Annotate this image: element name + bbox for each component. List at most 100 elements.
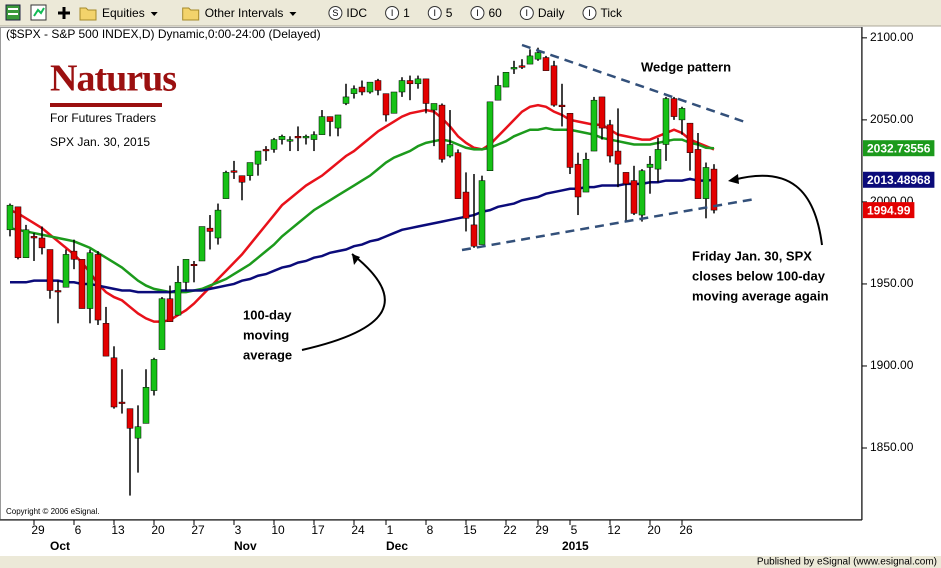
button-icon-letter: I — [434, 8, 437, 18]
candle-body — [94, 254, 102, 321]
wedge-upper-line — [521, 43, 746, 124]
candle — [422, 78, 430, 114]
candle — [646, 155, 654, 194]
candle-body — [78, 259, 86, 309]
drawings — [301, 43, 823, 351]
dropdown[interactable]: Other Intervals — [182, 6, 297, 21]
x-tick-label: 8 — [427, 523, 434, 537]
candle — [326, 116, 334, 137]
candle — [102, 306, 110, 357]
candle-body — [62, 254, 70, 288]
candle — [454, 149, 462, 199]
button-icon — [519, 6, 534, 20]
candle — [510, 60, 518, 74]
ma-annotation: moving — [243, 327, 289, 342]
last-close-label: 1994.99 — [867, 203, 911, 217]
button-icon-letter: I — [476, 8, 479, 18]
candle — [126, 408, 134, 496]
candle-body — [310, 134, 318, 140]
candle — [582, 152, 590, 193]
candle-body — [30, 236, 38, 239]
candle-body — [630, 180, 638, 214]
candle — [350, 85, 358, 99]
candle — [398, 77, 406, 97]
x-tick-label: 29 — [31, 523, 45, 537]
candle — [294, 126, 302, 152]
candle-body — [502, 72, 510, 88]
candle — [502, 72, 510, 88]
candle-body — [614, 150, 622, 165]
candle — [614, 108, 622, 188]
candle-body — [638, 170, 646, 216]
candle — [262, 146, 270, 161]
toolbar-button[interactable]: S IDC — [328, 6, 368, 20]
button-icon — [582, 6, 597, 20]
candle-body — [102, 323, 110, 357]
candle-body — [22, 229, 30, 258]
candle-body — [550, 65, 558, 106]
candle — [150, 357, 158, 396]
candle-body — [302, 136, 310, 139]
candle — [694, 133, 702, 199]
candle — [142, 369, 150, 424]
candle — [94, 251, 102, 325]
x-tick-label: 13 — [111, 523, 125, 537]
moving-average — [10, 177, 715, 294]
x-tick-label: 17 — [311, 523, 325, 537]
candle-body — [670, 98, 678, 117]
candle-body — [566, 113, 574, 168]
candle — [470, 174, 478, 248]
candle — [302, 134, 310, 145]
candle-body — [142, 387, 150, 424]
candle — [134, 405, 142, 473]
candle-body — [518, 65, 526, 68]
candle — [270, 137, 278, 153]
candle-body — [398, 80, 406, 93]
y-tick-label: 2100.00 — [870, 30, 914, 44]
chart-title: ($SPX - S&P 500 INDEX,D) Dynamic,0:00-24… — [6, 27, 321, 41]
button-icon-letter: I — [588, 8, 591, 18]
y-tick-label: 1950.00 — [870, 276, 914, 290]
candle — [182, 259, 190, 291]
ma-annotation: 100-day — [243, 307, 292, 322]
candle — [630, 165, 638, 216]
candle — [366, 81, 374, 94]
month-label: Dec — [386, 539, 408, 553]
candle-body — [222, 172, 230, 199]
candle — [118, 369, 126, 414]
status-bar — [0, 556, 941, 568]
candle — [662, 96, 670, 161]
footer: Published by eSignal (www.esignal.com) — [757, 557, 937, 568]
candle-body — [662, 98, 670, 145]
folder-icon — [79, 7, 97, 21]
candle — [246, 162, 254, 181]
candle — [678, 106, 686, 135]
candle-body — [110, 357, 118, 408]
toolbar-button[interactable]: I 60 — [470, 6, 502, 20]
x-tick-label: 12 — [607, 523, 621, 537]
toolbar-button[interactable]: I Tick — [582, 6, 623, 20]
candle — [374, 78, 382, 96]
candle — [222, 170, 230, 199]
dropdown[interactable]: Equities — [79, 6, 158, 21]
candle-body — [414, 78, 422, 85]
toolbar-items: Equities Other Intervals S IDC I 1 I 5 I 60 I Daily… — [79, 6, 623, 21]
candle-body — [446, 144, 454, 157]
y-tick-label: 1900.00 — [870, 358, 914, 372]
last-ma-value: 2013.48968 — [863, 171, 935, 188]
toolbar-button[interactable]: I Daily — [519, 6, 564, 20]
candle — [358, 80, 366, 96]
friday-annotation: Friday Jan. 30, SPX — [692, 248, 812, 263]
candle-body — [158, 298, 166, 350]
candle-body — [318, 116, 326, 135]
candle-body — [38, 237, 46, 249]
candle-body — [182, 259, 190, 283]
candle — [414, 75, 422, 89]
button-label: Tick — [600, 6, 623, 20]
candle — [30, 233, 38, 261]
candle — [86, 249, 94, 324]
x-tick-label: 20 — [647, 523, 661, 537]
